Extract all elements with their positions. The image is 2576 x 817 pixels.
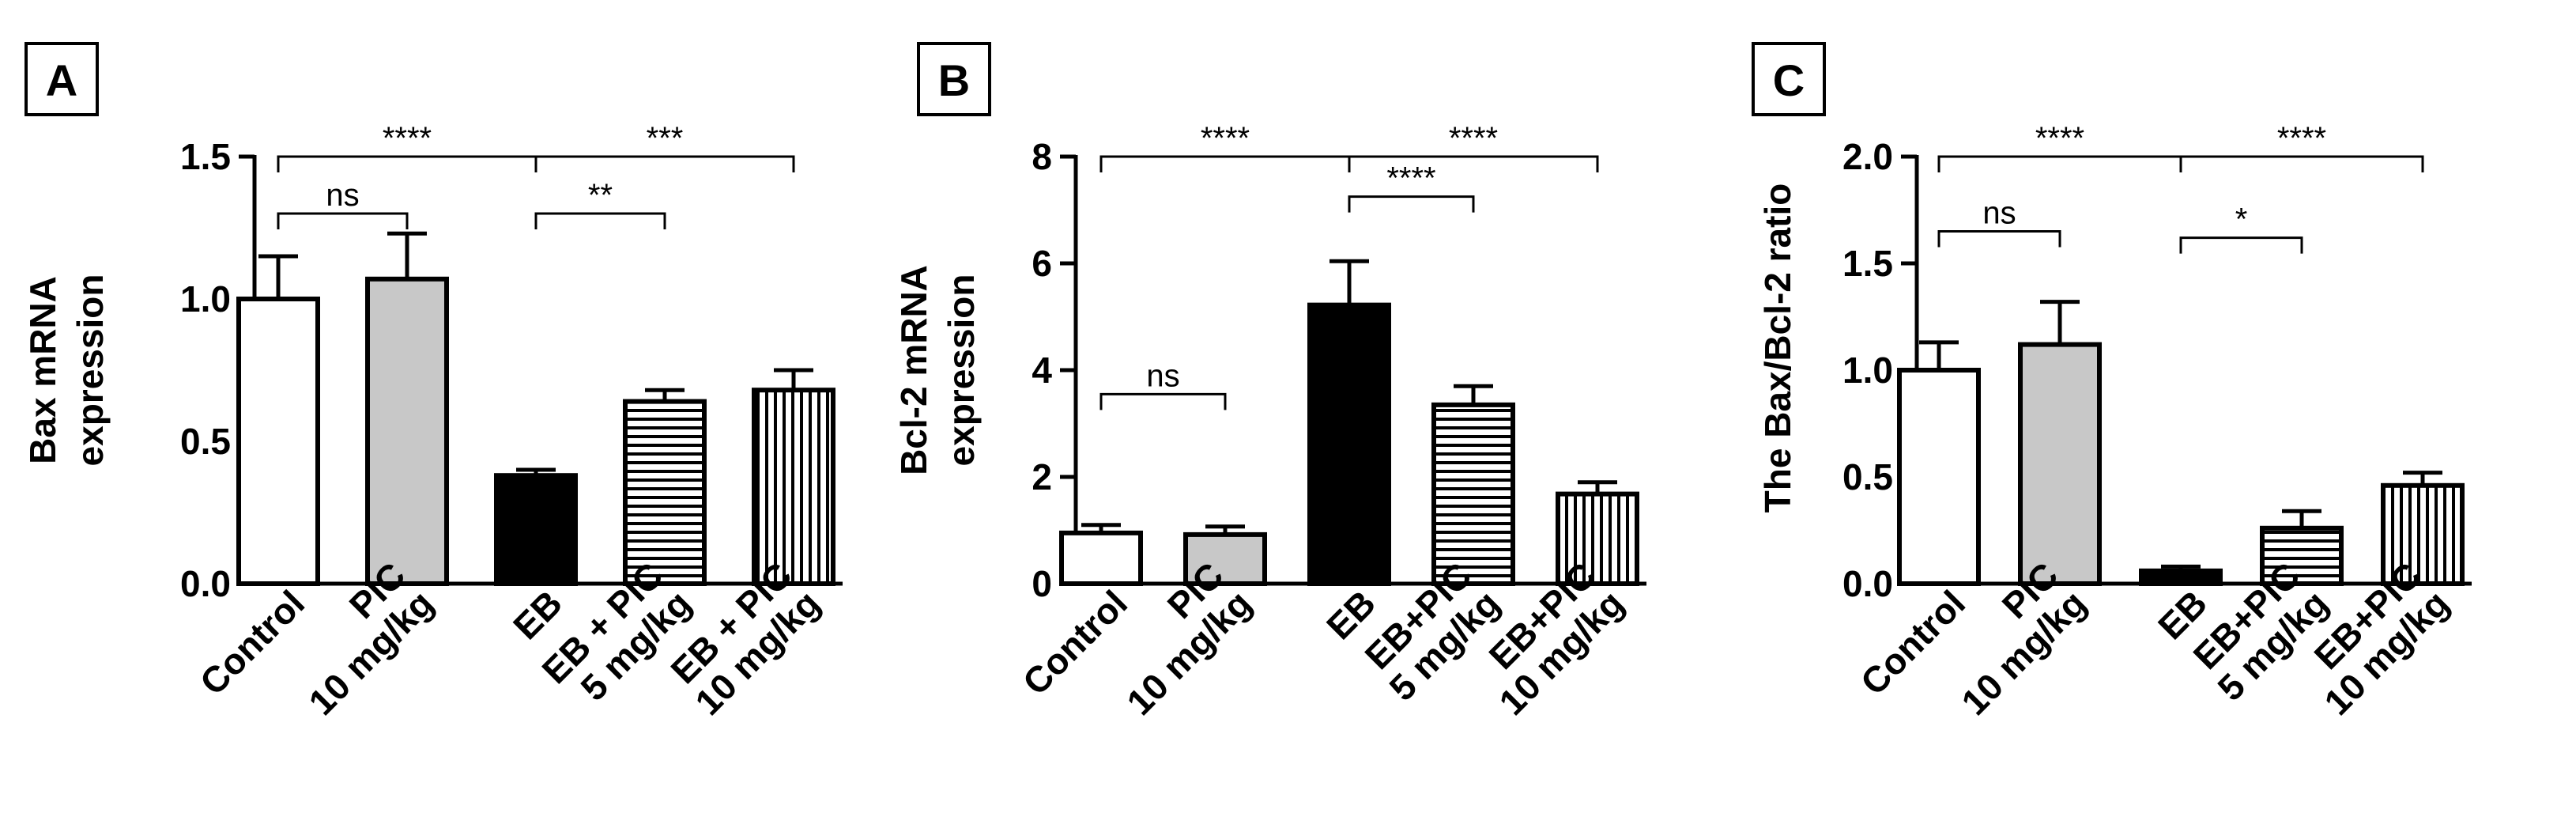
significance-bracket (534, 212, 666, 229)
panel-letter: A (46, 55, 77, 105)
y-tick-label: 2 (1032, 456, 1052, 497)
y-tick-label: 0.5 (180, 421, 231, 462)
significance-label: **** (1386, 161, 1435, 196)
y-tick-label: 4 (1032, 350, 1052, 391)
bar (623, 399, 707, 586)
significance-bracket (277, 212, 409, 229)
y-tick-label: 2.0 (1842, 136, 1893, 177)
y-axis-label: Bcl-2 mRNA (893, 265, 934, 475)
bar (752, 388, 835, 587)
y-tick-label: 0.5 (1842, 456, 1893, 497)
significance-label: **** (2277, 121, 2326, 156)
bar (2139, 568, 2223, 586)
panel-letter-box (1752, 42, 1826, 116)
y-axis-label: The Bax/Bcl-2 ratio (1757, 183, 1798, 513)
significance-bracket (534, 155, 795, 172)
significance-label: *** (647, 121, 684, 156)
significance-bracket (277, 155, 537, 172)
significance-label: **** (383, 121, 432, 156)
significance-bracket (2179, 236, 2303, 254)
bar (1431, 402, 1515, 586)
bar (2018, 342, 2102, 586)
panel-letter-box (917, 42, 991, 116)
significance-bracket (1937, 230, 2061, 248)
significance-label: ** (588, 178, 613, 213)
panel-letter-box (25, 42, 99, 116)
bar (2381, 482, 2465, 586)
significance-label: **** (1449, 121, 1498, 156)
significance-bracket (1099, 155, 1351, 172)
y-tick-label: 0 (1032, 563, 1052, 604)
bar (365, 276, 449, 586)
y-tick-label: 1.0 (180, 278, 231, 320)
y-tick-label: 1.5 (180, 136, 231, 177)
bar (236, 297, 320, 586)
panel-b: B 0 2 4 6 8 Bcl-2 mRNA expression **** ns **** ****… (893, 42, 1646, 723)
significance-label: ns (1146, 358, 1179, 393)
panel-letter: C (1773, 55, 1805, 105)
bar (1059, 530, 1143, 586)
significance-label: **** (2035, 121, 2084, 156)
y-tick-label: 0.0 (180, 563, 231, 604)
y-tick-label: 6 (1032, 243, 1052, 284)
significance-bracket (1348, 155, 1599, 172)
bar (1556, 491, 1639, 586)
significance-bracket (1099, 392, 1227, 410)
y-axis-label: expression (70, 274, 111, 467)
significance-label: * (2235, 202, 2248, 237)
bar (1897, 368, 1981, 586)
panel-letter: B (938, 55, 970, 105)
bar (494, 473, 578, 587)
y-axis-label: Bax mRNA (22, 276, 63, 464)
significance-label: **** (1201, 121, 1250, 156)
panel-c: C 0.0 0.5 1.0 1.5 2.0 The Bax/Bcl-2 ratio **** n… (1752, 42, 2472, 723)
y-tick-label: 1.0 (1842, 350, 1893, 391)
significance-bracket (1348, 195, 1475, 213)
bar (1307, 302, 1391, 586)
y-axis-label: expression (941, 274, 982, 467)
significance-bracket (1937, 155, 2182, 172)
bar (1183, 531, 1267, 587)
significance-label: ns (1982, 196, 2016, 231)
significance-bracket (2179, 155, 2424, 172)
y-tick-label: 8 (1032, 136, 1052, 177)
significance-label: ns (326, 178, 359, 213)
y-tick-label: 0.0 (1842, 563, 1893, 604)
bar (2260, 525, 2344, 586)
y-tick-label: 1.5 (1842, 243, 1893, 284)
